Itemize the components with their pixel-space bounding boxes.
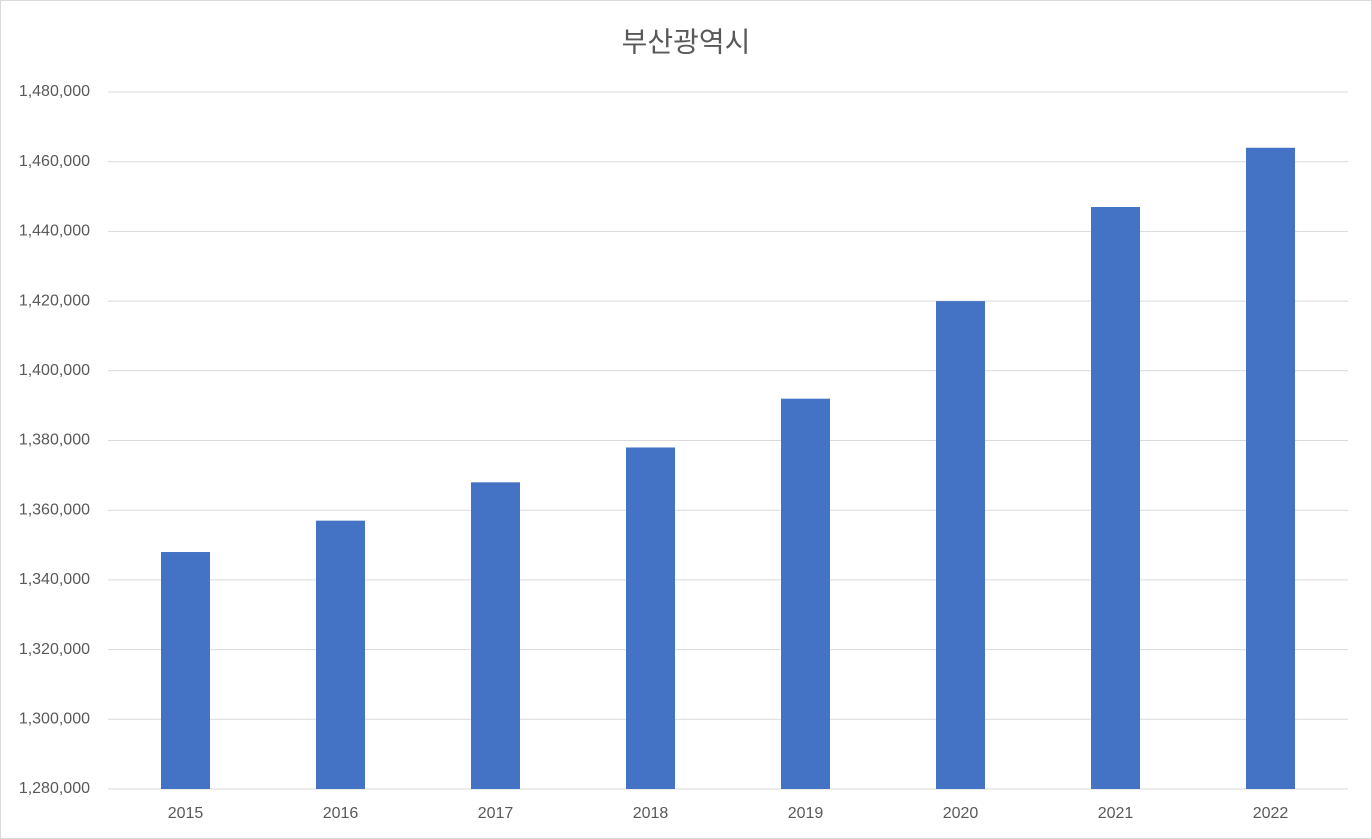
x-tick-label: 2016	[323, 805, 359, 822]
bar	[1246, 147, 1295, 789]
y-tick-label: 1,300,000	[19, 711, 90, 728]
y-tick-label: 1,460,000	[19, 153, 90, 170]
x-tick-label: 2019	[788, 805, 824, 822]
y-tick-label: 1,320,000	[19, 641, 90, 658]
x-tick-label: 2021	[1098, 805, 1134, 822]
x-tick-label: 2020	[943, 805, 979, 822]
bar	[161, 552, 210, 789]
bar	[316, 520, 365, 789]
bar	[626, 447, 675, 789]
y-tick-label: 1,400,000	[19, 362, 90, 379]
x-tick-label: 2017	[478, 805, 514, 822]
x-tick-label: 2018	[633, 805, 669, 822]
y-tick-label: 1,360,000	[19, 501, 90, 518]
bar	[936, 301, 985, 789]
x-tick-label: 2015	[168, 805, 204, 822]
y-tick-label: 1,420,000	[19, 292, 90, 309]
bar	[781, 398, 830, 789]
bar	[1091, 207, 1140, 789]
y-tick-label: 1,440,000	[19, 223, 90, 240]
x-tick-label: 2022	[1253, 805, 1289, 822]
bar	[471, 482, 520, 789]
y-tick-label: 1,340,000	[19, 571, 90, 588]
y-tick-label: 1,480,000	[19, 83, 90, 100]
chart-title: 부산광역시	[622, 26, 751, 57]
y-tick-label: 1,380,000	[19, 432, 90, 449]
y-tick-label: 1,280,000	[19, 780, 90, 797]
